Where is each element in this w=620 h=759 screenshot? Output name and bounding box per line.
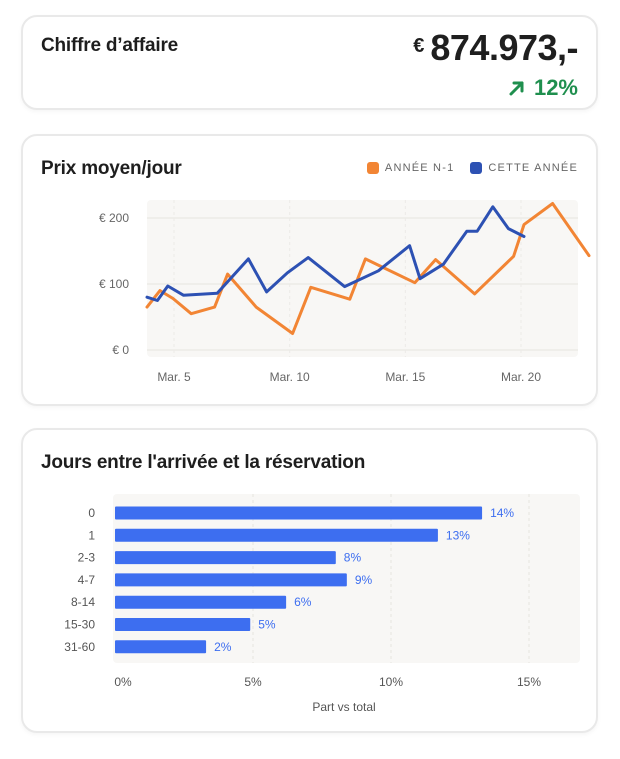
bar-value-label: 13% xyxy=(446,528,470,542)
category-label: 4-7 xyxy=(78,573,96,587)
bar xyxy=(115,528,438,542)
bar xyxy=(115,573,347,587)
x-tick-label: Mar. 20 xyxy=(501,370,541,384)
bar xyxy=(115,506,483,520)
category-label: 0 xyxy=(88,506,95,520)
bar xyxy=(115,640,207,654)
bar xyxy=(115,595,287,609)
bar-value-label: 14% xyxy=(490,506,514,520)
x-tick-label: Mar. 15 xyxy=(385,370,425,384)
legend-swatch-previous-year xyxy=(366,162,379,174)
y-tick-label: € 100 xyxy=(99,277,129,291)
legend-label-previous-year: ANNÉE N-1 xyxy=(384,162,455,174)
bar-value-label: 2% xyxy=(214,640,232,654)
category-label: 31-60 xyxy=(64,640,95,654)
price-chart-card: Prix moyen/jour ANNÉE N-1 CETTE ANNÉE € … xyxy=(21,134,598,406)
revenue-value: 874.973,- xyxy=(430,27,578,68)
category-label: 15-30 xyxy=(64,618,95,632)
price-chart-title: Prix moyen/jour xyxy=(41,158,182,179)
growth-value: 12% xyxy=(533,75,578,100)
y-tick-label: € 200 xyxy=(99,211,129,225)
x-tick-label: 15% xyxy=(517,675,541,689)
series-line-this-year xyxy=(145,205,526,302)
days-bar-chart: 0% 5% 10% 15% Part vs total 0 14% 1 13% 2-3 8% 4-7 9… xyxy=(64,494,580,714)
arrow-up-right-icon xyxy=(509,81,524,96)
bar-value-label: 6% xyxy=(294,595,312,609)
days-chart-card: Jours entre l'arrivée et la réservation … xyxy=(21,428,598,733)
series-line-previous-year xyxy=(145,202,591,335)
bar xyxy=(115,618,251,631)
currency-symbol: € xyxy=(413,35,425,57)
revenue-card: Chiffre d’affaire € 874.973,- 12% xyxy=(21,15,598,110)
revenue-title: Chiffre d’affaire xyxy=(41,35,179,56)
x-axis-label: Part vs total xyxy=(312,700,375,714)
bar xyxy=(115,551,336,565)
bar-value-label: 9% xyxy=(355,573,373,587)
x-tick-label: Mar. 10 xyxy=(270,370,310,384)
bar-value-label: 8% xyxy=(344,551,362,565)
legend-item-previous-year[interactable]: ANNÉE N-1 xyxy=(366,162,455,174)
y-tick-label: € 0 xyxy=(112,343,129,357)
chart-legend: ANNÉE N-1 CETTE ANNÉE xyxy=(351,162,578,174)
legend-swatch-this-year xyxy=(470,162,483,174)
price-line-chart: € 0 € 100 € 200 Mar. 5 Mar. 10 Mar. 15 Mar. 20 xyxy=(99,200,591,384)
x-tick-label: 5% xyxy=(244,675,262,689)
x-tick-label: 0% xyxy=(114,675,132,689)
category-label: 2-3 xyxy=(78,551,96,565)
category-label: 8-14 xyxy=(71,595,95,609)
category-label: 1 xyxy=(88,528,95,542)
x-tick-label: Mar. 5 xyxy=(157,370,191,384)
days-chart-title: Jours entre l'arrivée et la réservation xyxy=(41,452,366,473)
revenue-amount: € 874.973,- xyxy=(413,27,578,69)
x-tick-label: 10% xyxy=(379,675,403,689)
legend-label-this-year: CETTE ANNÉE xyxy=(488,162,578,174)
growth-indicator: 12% xyxy=(508,75,578,101)
bar-value-label: 5% xyxy=(258,618,276,632)
legend-item-this-year[interactable]: CETTE ANNÉE xyxy=(470,162,578,174)
